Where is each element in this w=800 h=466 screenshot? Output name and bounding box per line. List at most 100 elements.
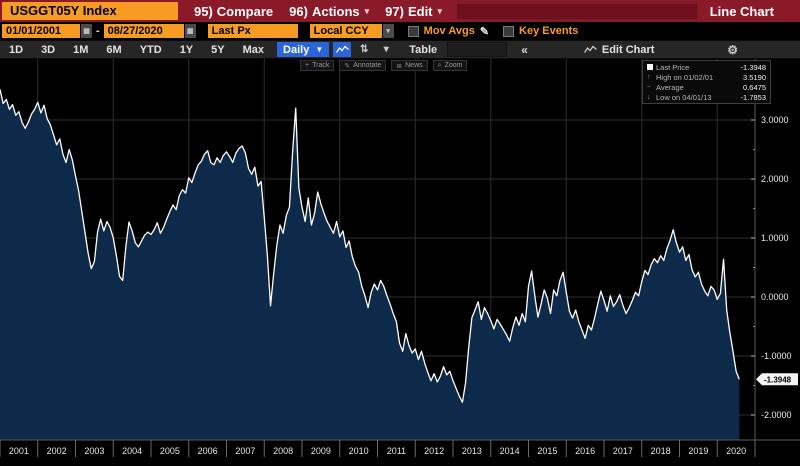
x-axis-year-label: 2010 [349, 446, 369, 456]
x-axis-year-label: 2012 [424, 446, 444, 456]
pencil-icon: ✎ [344, 62, 351, 70]
menu-item-label: Actions [311, 3, 360, 19]
menu-item-label: Compare [216, 3, 274, 19]
legend-value: 3.5190 [743, 72, 766, 82]
last-price-tag-label: -1.3948 [764, 375, 792, 384]
range-button-5y[interactable]: 5Y [211, 43, 225, 56]
high-arrow-icon: ↑ [647, 73, 651, 81]
series-line [0, 89, 740, 403]
x-axis-year-label: 2003 [84, 446, 104, 456]
menu-item-number: 97) [385, 3, 404, 19]
news-icon: ≣ [396, 62, 403, 70]
x-axis-year-label: 2006 [198, 446, 218, 456]
caret-down-icon[interactable]: ▾ [382, 24, 394, 38]
range-button-3d[interactable]: 3D [41, 43, 56, 56]
x-axis-year-label: 2013 [462, 446, 482, 456]
x-axis-year-label: 2019 [688, 446, 708, 456]
collapse-button[interactable]: « [521, 42, 528, 57]
calendar-icon[interactable]: ▦ [81, 24, 92, 38]
range-button-1m[interactable]: 1M [73, 43, 89, 56]
key-events-checkbox[interactable] [503, 25, 515, 37]
range-button-6m[interactable]: 6M [106, 43, 122, 56]
x-axis-year-label: 2009 [311, 446, 331, 456]
mini-action-label: News [405, 62, 423, 69]
x-axis-year-label: 2016 [575, 446, 595, 456]
calendar-icon[interactable]: ▦ [184, 24, 196, 38]
legend-label: Last Price [656, 62, 690, 72]
plus-icon: + [305, 62, 310, 69]
table-button[interactable]: Table [409, 43, 438, 56]
legend-label: Low on 04/01/13 [656, 92, 712, 102]
date-from-input[interactable]: 01/01/2001 [2, 24, 80, 38]
range-button-ytd[interactable]: YTD [139, 43, 162, 56]
chart-mini-actions: + Track ✎ Annotate ≣ News ⌕ Zoom [300, 60, 472, 71]
range-button-max[interactable]: Max [242, 43, 265, 56]
periodicity-label: Daily [283, 43, 310, 56]
legend-value: 0.6475 [743, 82, 766, 92]
y-axis-value-label: 3.0000 [761, 115, 789, 125]
title-bar: USGGT05Y Index 95) Compare 96) Actions ▾ 97) E… [0, 0, 800, 22]
magnifier-icon: ⌕ [437, 61, 442, 69]
x-axis-year-label: 2004 [122, 446, 142, 456]
date-range-separator: - [96, 25, 100, 37]
swatch-icon [647, 64, 656, 70]
legend-value: -1.3948 [740, 62, 766, 72]
x-axis-year-label: 2008 [273, 446, 293, 456]
news-button[interactable]: ≣ News [391, 60, 428, 71]
x-axis-year-label: 2002 [47, 446, 67, 456]
price-field-input[interactable]: Last Px [207, 24, 298, 38]
chart-toolbar: 1D 3D 1M 6M YTD 1Y 5Y Max Daily ▼ ⇅ ▾ Table « E… [0, 40, 800, 59]
caret-down-icon: ▾ [437, 5, 443, 16]
price-chart[interactable]: 2001 2002 2003 2004 2005 2006 2007 2008 2009 2010… [0, 59, 800, 466]
y-axis-value-label: -1.0000 [761, 351, 792, 361]
currency-select[interactable]: Local CCY [309, 24, 382, 38]
legend-row: ↓ Low on 04/01/13 -1.7853 [643, 92, 770, 102]
toolbar-input[interactable] [447, 42, 508, 57]
mov-avgs-label[interactable]: Mov Avgs [423, 25, 475, 37]
menu-item-actions[interactable]: 96) Actions ▾ [289, 4, 369, 19]
title-menu: 95) Compare 96) Actions ▾ 97) Edit ▾ [178, 4, 442, 19]
track-button[interactable]: + Track [300, 60, 335, 71]
menu-item-number: 96) [289, 3, 308, 19]
line-chart-icon [583, 45, 597, 53]
last-price-tag [756, 373, 798, 386]
gear-icon[interactable]: ⚙ [727, 42, 738, 57]
chart-area[interactable]: 2001 2002 2003 2004 2005 2006 2007 2008 2009 2010… [0, 59, 800, 466]
range-button-1d[interactable]: 1D [9, 43, 24, 56]
ticker-input[interactable]: USGGT05Y Index [2, 2, 178, 20]
x-axis-year-label: 2018 [651, 446, 671, 456]
menu-item-label: Edit [407, 3, 433, 19]
x-axis-year-label: 2001 [9, 446, 29, 456]
menu-item-number: 95) [194, 3, 213, 19]
triangle-down-icon: ▼ [315, 45, 324, 54]
menu-item-compare[interactable]: 95) Compare [194, 4, 273, 19]
x-axis-year-label: 2020 [726, 446, 746, 456]
zoom-button[interactable]: ⌕ Zoom [432, 60, 468, 71]
line-chart-icon [335, 45, 349, 53]
legend-value: -1.7853 [740, 92, 766, 102]
pencil-icon[interactable]: ✎ [479, 25, 490, 38]
mov-avgs-checkbox[interactable] [407, 25, 419, 37]
x-axis-year-label: 2015 [537, 446, 557, 456]
date-to-input[interactable]: 08/27/2020 [103, 24, 184, 38]
line-chart-style-button[interactable] [333, 42, 352, 57]
menu-item-edit[interactable]: 97) Edit ▾ [385, 4, 442, 19]
low-arrow-icon: ↓ [647, 93, 651, 101]
edit-chart-label: Edit Chart [601, 43, 655, 56]
x-axis-year-label: 2007 [235, 446, 255, 456]
y-axis-value-label: 1.0000 [761, 233, 789, 243]
mini-action-label: Track [312, 62, 330, 69]
key-events-label[interactable]: Key Events [519, 25, 579, 37]
legend-label: Average [656, 82, 684, 92]
range-button-1y[interactable]: 1Y [179, 43, 194, 56]
sort-arrows-icon[interactable]: ⇅ [360, 44, 369, 55]
annotate-button[interactable]: ✎ Annotate [339, 60, 387, 71]
edit-chart-button[interactable]: Edit Chart [583, 43, 655, 56]
legend-row: Last Price -1.3948 [643, 62, 770, 72]
chart-type-label: Line Chart [709, 3, 774, 19]
legend-label: High on 01/02/01 [656, 72, 714, 82]
periodicity-select[interactable]: Daily ▼ [277, 42, 330, 57]
title-bar-inset [456, 2, 698, 20]
caret-down-icon[interactable]: ▾ [383, 44, 389, 55]
